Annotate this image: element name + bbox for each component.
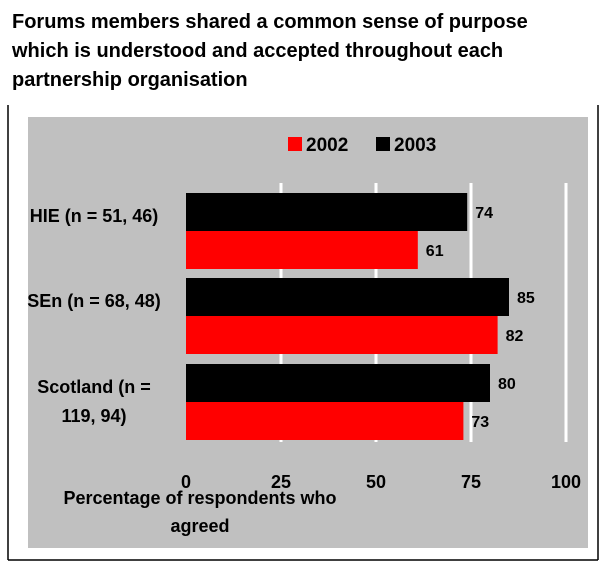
bar [186, 316, 498, 354]
value-label: 80 [498, 376, 516, 393]
x-tick-label: 25 [271, 472, 291, 492]
x-axis-title: Percentage of respondents who agreed [63, 488, 337, 536]
value-label: 82 [506, 328, 524, 345]
x-tick-label: 75 [461, 472, 481, 492]
y-tick-label: SEn (n = 68, 48) [27, 291, 161, 311]
x-tick-label: 100 [551, 472, 581, 492]
y-tick-label: Scotland (n = 119, 94) [37, 377, 151, 426]
x-tick-label: 50 [366, 472, 386, 492]
value-label: 74 [475, 205, 493, 222]
bar [186, 364, 490, 402]
chart-title: Forums members shared a common sense of … [12, 11, 528, 91]
bar [186, 402, 464, 440]
value-label: 73 [471, 414, 489, 431]
legend-swatch [288, 137, 302, 151]
legend-label: 2002 [306, 135, 348, 156]
bar [186, 231, 418, 269]
value-label: 61 [426, 243, 444, 260]
bar [186, 278, 509, 316]
legend-swatch [376, 137, 390, 151]
value-label: 85 [517, 290, 535, 307]
bar [186, 193, 468, 231]
x-tick-label: 0 [181, 472, 191, 492]
legend-label: 2003 [394, 135, 436, 156]
y-tick-label: HIE (n = 51, 46) [29, 206, 159, 226]
